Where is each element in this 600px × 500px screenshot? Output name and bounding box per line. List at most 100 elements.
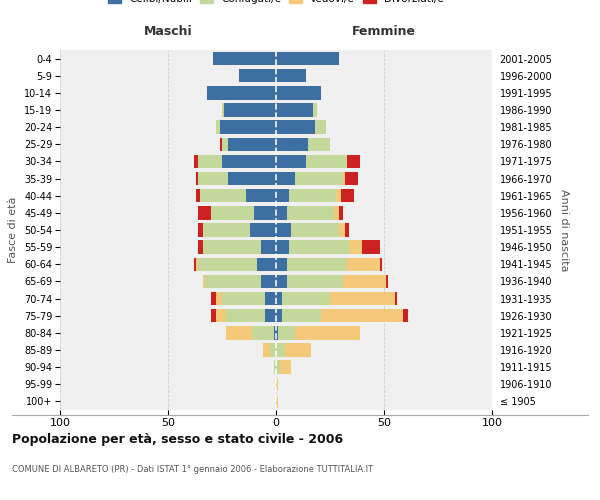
- Bar: [276, 69, 306, 82]
- Bar: [276, 86, 322, 100]
- Bar: [276, 258, 287, 271]
- Bar: [194, 154, 198, 168]
- Bar: [198, 172, 229, 186]
- Bar: [274, 360, 276, 374]
- Bar: [211, 292, 215, 306]
- Bar: [215, 309, 226, 322]
- Bar: [276, 344, 284, 356]
- Bar: [330, 292, 395, 306]
- Bar: [220, 120, 276, 134]
- Bar: [198, 206, 211, 220]
- Bar: [295, 172, 343, 186]
- Bar: [380, 258, 382, 271]
- Bar: [295, 326, 360, 340]
- Bar: [214, 52, 276, 66]
- Bar: [265, 292, 276, 306]
- Bar: [229, 172, 276, 186]
- Bar: [194, 258, 196, 271]
- Bar: [215, 120, 220, 134]
- Bar: [226, 326, 252, 340]
- Bar: [276, 309, 283, 322]
- Bar: [261, 274, 276, 288]
- Bar: [276, 206, 287, 220]
- Bar: [313, 104, 317, 117]
- Bar: [224, 104, 276, 117]
- Bar: [276, 378, 278, 391]
- Bar: [276, 292, 283, 306]
- Bar: [278, 326, 295, 340]
- Legend: Celibi/Nubili, Coniugati/e, Vedovi/e, Divorziati/e: Celibi/Nubili, Coniugati/e, Vedovi/e, Di…: [108, 0, 444, 4]
- Bar: [337, 189, 341, 202]
- Bar: [276, 394, 278, 408]
- Bar: [222, 138, 229, 151]
- Bar: [345, 224, 349, 236]
- Bar: [283, 309, 322, 322]
- Bar: [287, 274, 343, 288]
- Bar: [205, 274, 261, 288]
- Bar: [198, 258, 257, 271]
- Bar: [347, 258, 380, 271]
- Bar: [334, 206, 338, 220]
- Bar: [222, 292, 265, 306]
- Bar: [198, 224, 203, 236]
- Bar: [257, 258, 276, 271]
- Bar: [207, 86, 276, 100]
- Bar: [276, 172, 295, 186]
- Bar: [269, 344, 276, 356]
- Bar: [276, 360, 280, 374]
- Bar: [203, 274, 205, 288]
- Bar: [276, 52, 338, 66]
- Bar: [211, 206, 254, 220]
- Bar: [222, 154, 276, 168]
- Bar: [347, 154, 360, 168]
- Bar: [274, 326, 276, 340]
- Bar: [196, 189, 200, 202]
- Bar: [263, 344, 269, 356]
- Bar: [211, 309, 215, 322]
- Text: Femmine: Femmine: [352, 24, 416, 38]
- Bar: [215, 292, 222, 306]
- Bar: [338, 206, 343, 220]
- Bar: [386, 274, 388, 288]
- Bar: [239, 69, 276, 82]
- Bar: [306, 154, 347, 168]
- Text: Popolazione per età, sesso e stato civile - 2006: Popolazione per età, sesso e stato civil…: [12, 432, 343, 446]
- Bar: [284, 344, 311, 356]
- Bar: [276, 240, 289, 254]
- Bar: [246, 189, 276, 202]
- Bar: [315, 120, 326, 134]
- Bar: [276, 154, 306, 168]
- Bar: [395, 292, 397, 306]
- Bar: [200, 189, 246, 202]
- Bar: [196, 172, 198, 186]
- Bar: [343, 274, 386, 288]
- Bar: [276, 120, 315, 134]
- Bar: [276, 104, 313, 117]
- Bar: [203, 240, 261, 254]
- Bar: [276, 189, 289, 202]
- Bar: [308, 138, 330, 151]
- Bar: [261, 240, 276, 254]
- Bar: [220, 138, 222, 151]
- Bar: [250, 224, 276, 236]
- Bar: [265, 309, 276, 322]
- Bar: [322, 309, 403, 322]
- Bar: [276, 326, 278, 340]
- Bar: [403, 309, 408, 322]
- Bar: [198, 240, 203, 254]
- Bar: [280, 360, 291, 374]
- Bar: [287, 258, 347, 271]
- Y-axis label: Fasce di età: Fasce di età: [8, 197, 19, 263]
- Bar: [341, 189, 354, 202]
- Bar: [289, 240, 349, 254]
- Bar: [287, 206, 334, 220]
- Bar: [203, 224, 250, 236]
- Bar: [222, 104, 224, 117]
- Bar: [338, 224, 345, 236]
- Bar: [349, 240, 362, 254]
- Bar: [345, 172, 358, 186]
- Bar: [289, 189, 337, 202]
- Bar: [343, 172, 345, 186]
- Bar: [198, 154, 222, 168]
- Bar: [254, 206, 276, 220]
